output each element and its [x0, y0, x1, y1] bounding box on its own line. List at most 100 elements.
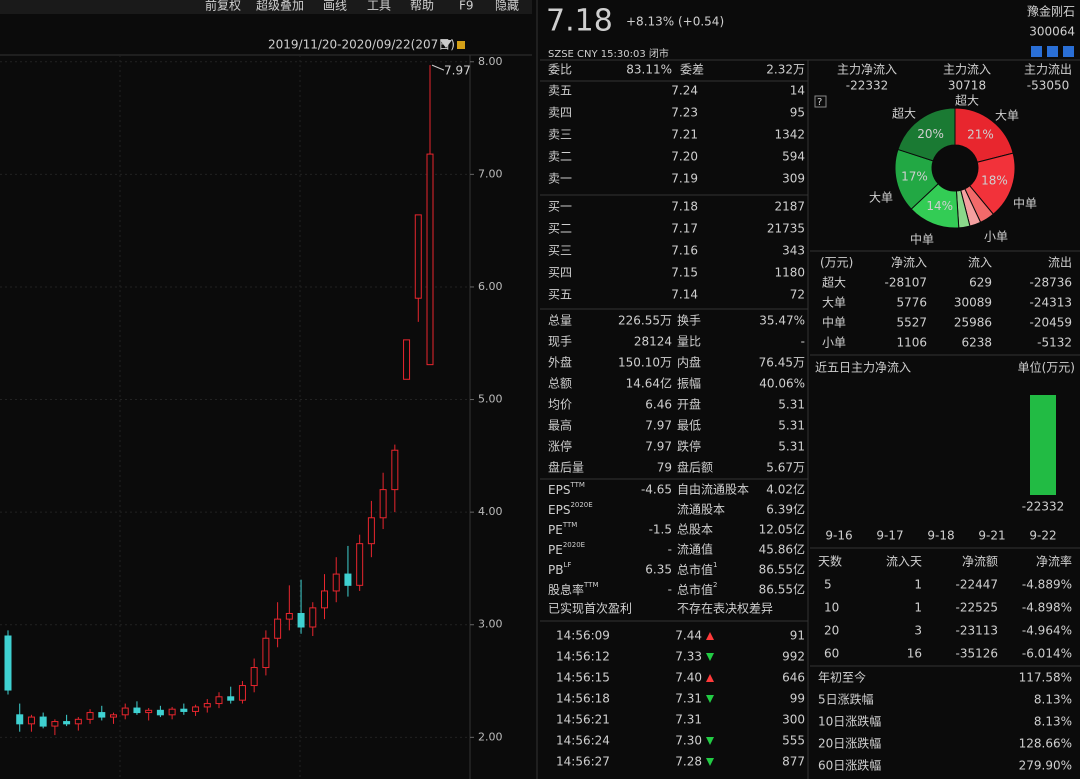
candle-body — [215, 696, 223, 705]
level-price: 7.19 — [671, 172, 698, 186]
candle-body — [379, 489, 387, 519]
cell: -6.014% — [1022, 647, 1072, 661]
stat-value: 5.31 — [778, 398, 805, 412]
candle-body — [250, 667, 258, 687]
fund-label: PETTM — [548, 521, 577, 537]
toolbar-button[interactable]: 隐藏 — [495, 0, 519, 13]
flow-value: -22332 — [846, 79, 889, 93]
value: 83.11% — [626, 63, 672, 77]
toolbar-button[interactable]: 超级叠加 — [256, 0, 304, 13]
toolbar-button[interactable]: F9 — [459, 0, 474, 13]
toolbar-button[interactable]: 前复权 — [205, 0, 241, 13]
pie-label: 18% — [981, 173, 1008, 187]
stat-label: 盘后量 — [548, 460, 584, 475]
help-icon[interactable] — [814, 95, 827, 108]
cell: 3 — [914, 624, 922, 638]
stat-label: 外盘 — [548, 355, 572, 370]
candle-body — [51, 721, 59, 727]
fund-label-main: EPS — [548, 503, 570, 517]
level-volume: 343 — [782, 244, 805, 258]
flow-head: 主力净流入 — [837, 63, 897, 77]
candle-body — [203, 703, 211, 708]
cell: 1106 — [896, 336, 927, 350]
level-price: 7.21 — [671, 128, 698, 142]
pie-label: 14% — [926, 199, 953, 213]
stat-label: 开盘 — [677, 397, 701, 412]
fund-label-main: 股息率 — [548, 582, 584, 597]
level-price: 7.15 — [671, 266, 698, 280]
y-tick-label: 4.00 — [478, 505, 503, 518]
icon-button[interactable] — [1063, 46, 1074, 57]
tick-arrow — [706, 674, 714, 682]
last-price: 7.18 — [546, 4, 613, 39]
return-label: 20日涨跌幅 — [818, 736, 881, 751]
pie-category: 大单 — [869, 191, 893, 205]
fund-label-main: 总市值 — [677, 582, 713, 597]
candle-body — [227, 696, 235, 701]
tick-volume: 91 — [790, 629, 805, 643]
pie-label: 21% — [967, 128, 994, 142]
value: 2.32万 — [766, 63, 805, 77]
y-tick-label: 6.00 — [478, 280, 503, 293]
candle-body — [297, 612, 305, 628]
candle-body — [426, 153, 434, 366]
unit-label: 单位(万元) — [1018, 360, 1075, 375]
stat-value: 79 — [657, 461, 672, 475]
candle-body — [262, 637, 270, 669]
note: 不存在表决权差异 — [677, 602, 773, 616]
pie-slice — [897, 107, 956, 162]
flow-value: -53050 — [1027, 79, 1070, 93]
stat-value: 6.46 — [645, 398, 672, 412]
flow-value: 30718 — [948, 79, 986, 93]
cell: -24313 — [1029, 296, 1072, 310]
fund-value: 6.39亿 — [766, 502, 805, 517]
bar-label: -22332 — [1022, 500, 1065, 514]
tick-time: 14:56:12 — [556, 650, 610, 664]
candle-body — [16, 714, 24, 725]
row-label: 10 — [824, 601, 839, 615]
icon-button[interactable] — [1031, 46, 1042, 57]
flow-head: 主力流出 — [1024, 63, 1072, 77]
candle-body — [180, 708, 188, 712]
cell: -22525 — [955, 601, 998, 615]
candle-body — [39, 716, 47, 727]
toolbar-button[interactable]: 画线 — [323, 0, 347, 13]
cell: 6238 — [961, 336, 992, 350]
pie-category: 超大 — [892, 106, 916, 121]
toolbar-button[interactable]: 工具 — [367, 0, 391, 13]
tick-time: 14:56:18 — [556, 692, 610, 706]
icon-button[interactable] — [1047, 46, 1058, 57]
candle-body — [309, 607, 317, 628]
x-tick-label: 9-18 — [927, 529, 954, 543]
return-value: 117.58% — [1019, 671, 1072, 685]
candle-body — [238, 685, 246, 701]
tick-volume: 555 — [782, 734, 805, 748]
cell: 5527 — [896, 316, 927, 330]
cell: -4.898% — [1022, 601, 1072, 615]
level-price: 7.16 — [671, 244, 698, 258]
candle-body — [344, 573, 352, 586]
tick-price: 7.33 — [675, 650, 702, 664]
pie-category: 超大 — [955, 93, 979, 108]
stat-value: 7.97 — [645, 440, 672, 454]
stat-value: 76.45万 — [759, 356, 805, 370]
fund-label: PE2020E — [548, 541, 585, 557]
toolbar-button[interactable]: 帮助 — [410, 0, 434, 13]
cell: -28107 — [884, 276, 927, 290]
fund-label: 流通股本 — [677, 503, 725, 517]
tick-arrow — [706, 737, 714, 745]
bar — [1030, 395, 1056, 495]
return-label: 10日涨跌幅 — [818, 714, 881, 729]
x-tick-label: 9-21 — [978, 529, 1005, 543]
row-label: 超大 — [822, 275, 846, 290]
level-volume: 2187 — [774, 200, 805, 214]
cell: -35126 — [955, 647, 998, 661]
stat-label: 最高 — [548, 418, 572, 433]
cell: 25986 — [954, 316, 992, 330]
return-label: 60日涨跌幅 — [818, 758, 881, 773]
return-value: 8.13% — [1034, 693, 1072, 707]
level-label: 买五 — [548, 288, 572, 302]
fund-label-main: PE — [548, 543, 563, 557]
table-head: 天数 — [818, 554, 842, 569]
candle-body — [274, 618, 282, 639]
